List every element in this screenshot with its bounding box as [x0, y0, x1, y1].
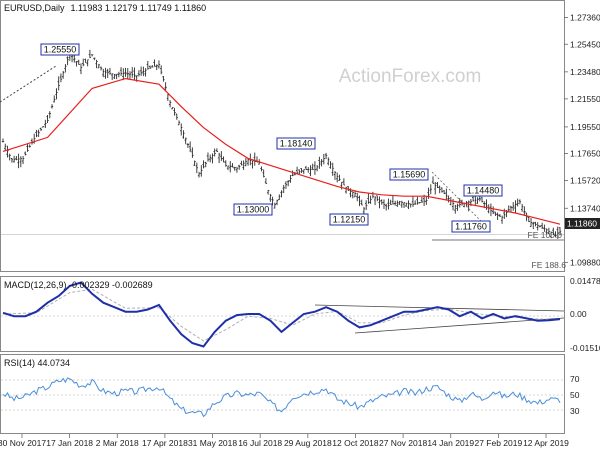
- macd-main-line: [2, 281, 561, 348]
- label-115690: 1.15690: [389, 168, 429, 181]
- label-text: 1.11760: [455, 222, 487, 232]
- x-tick-label: 2 Mar 2018: [96, 438, 139, 448]
- x-tick-label: 17 Apr 2018: [142, 438, 188, 448]
- ohlc-values: 1.11983 1.12179 1.11749 1.11860: [71, 3, 207, 13]
- x-tick-label: 12 Apr 2019: [523, 438, 569, 448]
- price-bars: [1, 49, 562, 239]
- x-tick-label: 27 Feb 2019: [474, 438, 522, 448]
- price-trendline-dotted: [0, 65, 57, 103]
- label-text: 1.12150: [333, 215, 366, 225]
- macd-title: MACD(12,26,9) -0.002329 -0.002689: [4, 280, 153, 290]
- price-tick-label: 1.15720: [570, 176, 600, 186]
- macd-trendline-lower: [354, 317, 565, 334]
- x-tick-label: 16 Jul 2018: [238, 438, 282, 448]
- price-tick-label: 1.13740: [570, 203, 600, 213]
- price-y-axis: 1.27360 1.25450 1.23480 1.21550 1.19550 1.176…: [564, 13, 600, 267]
- label-box: [329, 213, 369, 226]
- label-text: 1.25550: [44, 45, 77, 55]
- current-price-label: 1.11860: [567, 219, 597, 229]
- label-box: [233, 203, 273, 216]
- price-tick-label: 1.27360: [570, 13, 600, 23]
- macd-tick-label: 0.014786: [570, 276, 600, 286]
- x-tick-label: 14 Jan 2019: [427, 438, 474, 448]
- price-tick-label: 1.17650: [570, 149, 600, 159]
- price-tick-label: 1.21550: [570, 94, 600, 104]
- price-tick-label: 1.19550: [570, 122, 600, 132]
- label-text: 1.18140: [280, 139, 313, 149]
- price-tick-label: 1.25450: [570, 39, 600, 49]
- label-114480: 1.14480: [463, 184, 503, 197]
- symbol-info: EURUSD,Daily: [4, 3, 65, 13]
- rsi-title: RSI(14) 44.0734: [4, 358, 70, 368]
- label-box: [451, 220, 491, 233]
- label-113000: 1.13000: [233, 203, 273, 216]
- x-tick-label: 12 Oct 2018: [332, 438, 379, 448]
- price-trendline-dotted-2: [431, 171, 486, 226]
- label-112150: 1.12150: [329, 213, 369, 226]
- label-125550: 1.25550: [40, 43, 80, 56]
- macd-y-axis: 0.014786 0.00 -0.015107: [570, 276, 600, 353]
- macd-tick-label: -0.015107: [570, 343, 600, 353]
- current-price-box: [565, 218, 600, 229]
- fib-188-label: FE 188.6: [532, 260, 567, 270]
- rsi-line: [2, 377, 561, 418]
- x-tick-label: 29 Aug 2018: [284, 438, 332, 448]
- label-text: 1.13000: [237, 205, 270, 215]
- label-111760: 1.11760: [451, 220, 491, 233]
- price-tick-label: 1.23480: [570, 67, 600, 77]
- x-tick-label: 27 Nov 2018: [379, 438, 427, 448]
- price-tick-label: 1.09880: [570, 257, 600, 267]
- label-text: 1.15690: [393, 170, 426, 180]
- label-text: 1.14480: [467, 186, 500, 196]
- fib-100-label: FE 100.0: [528, 230, 563, 240]
- label-118140: 1.18140: [276, 137, 316, 150]
- rsi-y-axis: 70 50 30: [570, 374, 580, 416]
- x-tick-label: 17 Jan 2018: [46, 438, 93, 448]
- label-box: [40, 43, 80, 56]
- rsi-tick-label: 70: [570, 374, 580, 384]
- macd-panel: [0, 276, 565, 352]
- macd-signal-line: [2, 288, 561, 342]
- rsi-panel: [0, 354, 565, 434]
- rsi-tick-label: 50: [570, 390, 580, 400]
- rsi-tick-label: 30: [570, 406, 580, 416]
- label-box: [276, 137, 316, 150]
- watermark: ActionForex.com: [339, 66, 482, 87]
- moving-average-line: [2, 77, 561, 225]
- x-tick-label: 31 May 2018: [188, 438, 237, 448]
- chart-header: EURUSD,Daily 1.11983 1.12179 1.11749 1.11…: [4, 3, 206, 13]
- macd-tick-label: 0.00: [570, 309, 587, 319]
- current-price-tag: 1.11860: [565, 218, 600, 229]
- label-box: [389, 168, 429, 181]
- x-axis: 30 Nov 2017 17 Jan 2018 2 Mar 2018 17 Apr 2…: [0, 434, 569, 448]
- x-tick-label: 30 Nov 2017: [0, 438, 46, 448]
- label-box: [463, 184, 503, 197]
